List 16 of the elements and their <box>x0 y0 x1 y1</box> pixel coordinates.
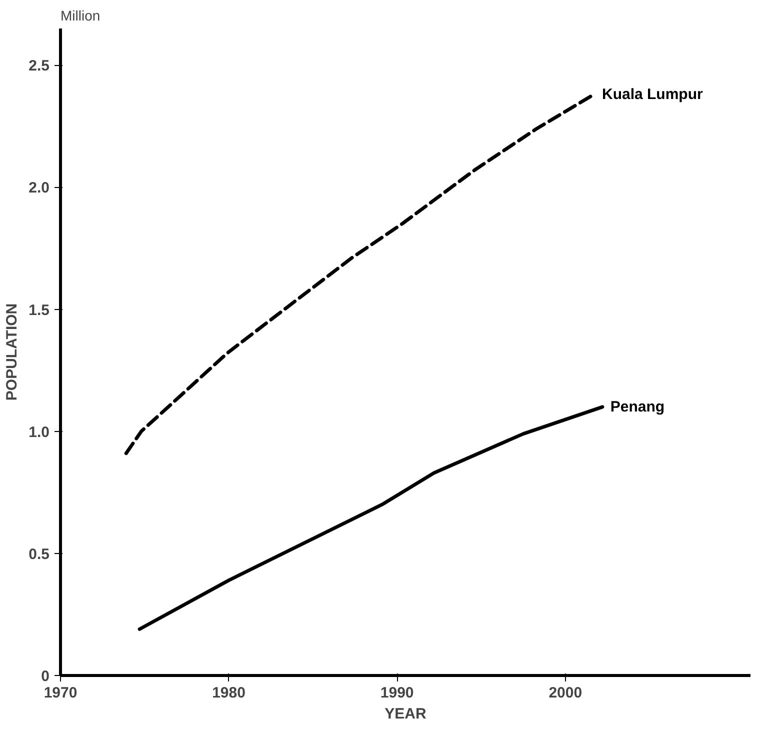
y-tick-label: 0 <box>41 668 50 685</box>
y-axis-title: POPULATION <box>4 303 21 401</box>
y-tick-label: 2.0 <box>28 180 50 197</box>
y-tick-label: 1.5 <box>28 302 50 319</box>
x-tick-label: 1980 <box>212 684 246 702</box>
line-series <box>138 405 604 631</box>
x-tick-label: 1990 <box>380 684 414 702</box>
y-tick-label: 2.5 <box>28 58 50 75</box>
series-label: Penang <box>610 398 665 416</box>
x-tick-label: 1970 <box>44 684 78 702</box>
y-tick-label: 0.5 <box>28 546 50 563</box>
x-axis-title: YEAR <box>384 706 427 722</box>
y-tick-label: 1.0 <box>28 424 50 441</box>
x-tick-label: 2000 <box>548 684 582 702</box>
series-label: Kuala Lumpur <box>602 86 703 103</box>
text: Million <box>60 8 100 24</box>
